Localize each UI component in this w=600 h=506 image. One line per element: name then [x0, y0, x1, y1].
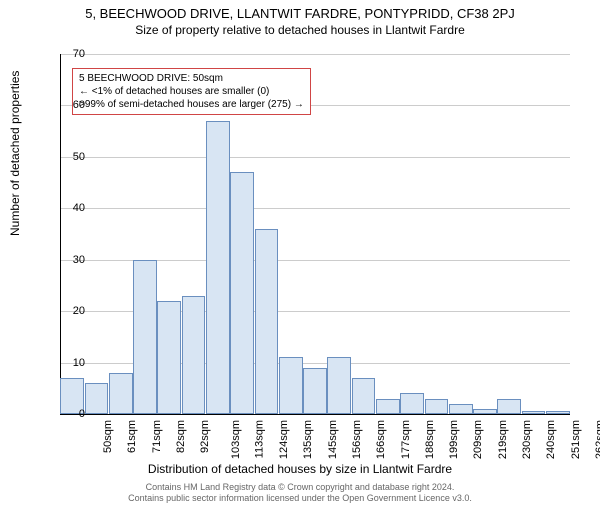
xtick-label: 61sqm — [126, 420, 138, 453]
xtick-label: 113sqm — [253, 420, 265, 458]
ytick-label: 20 — [55, 305, 85, 317]
histogram-bar — [109, 373, 133, 414]
histogram-bar — [376, 399, 400, 414]
histogram-bar — [473, 409, 497, 414]
xtick-label: 188sqm — [424, 420, 436, 459]
histogram-bar — [133, 260, 157, 414]
histogram-bar — [449, 404, 473, 414]
histogram-bar — [230, 172, 254, 414]
xtick-label: 135sqm — [303, 420, 315, 459]
y-axis-label: Number of detached properties — [8, 71, 22, 236]
xtick-label: 71sqm — [151, 420, 163, 453]
ytick-label: 60 — [55, 99, 85, 111]
histogram-bar — [546, 411, 570, 414]
xtick-label: 50sqm — [102, 420, 114, 453]
histogram-bar — [425, 399, 449, 414]
xtick-label: 262sqm — [594, 420, 600, 459]
xtick-label: 156sqm — [351, 420, 363, 459]
histogram-bar — [497, 399, 521, 414]
annotation-box: 5 BEECHWOOD DRIVE: 50sqm← <1% of detache… — [72, 68, 311, 115]
gridline — [60, 54, 570, 55]
ytick-label: 0 — [55, 408, 85, 420]
page-title: 5, BEECHWOOD DRIVE, LLANTWIT FARDRE, PON… — [0, 6, 600, 21]
histogram-bar — [279, 357, 303, 414]
xtick-label: 240sqm — [545, 420, 557, 459]
histogram-bar — [352, 378, 376, 414]
gridline — [60, 157, 570, 158]
xtick-label: 145sqm — [327, 420, 339, 459]
plot-area: 5 BEECHWOOD DRIVE: 50sqm← <1% of detache… — [60, 54, 570, 414]
histogram-bar — [85, 383, 109, 414]
annotation-line: >99% of semi-detached houses are larger … — [79, 98, 304, 111]
xtick-label: 103sqm — [230, 420, 242, 459]
ytick-label: 30 — [55, 254, 85, 266]
ytick-label: 70 — [55, 48, 85, 60]
xtick-label: 82sqm — [175, 420, 187, 453]
histogram-bar — [206, 121, 230, 414]
gridline — [60, 208, 570, 209]
histogram-bar — [255, 229, 279, 414]
x-axis — [60, 414, 570, 415]
annotation-line: 5 BEECHWOOD DRIVE: 50sqm — [79, 72, 304, 85]
ytick-label: 50 — [55, 151, 85, 163]
footer-attribution: Contains HM Land Registry data © Crown c… — [0, 482, 600, 504]
xtick-label: 92sqm — [199, 420, 211, 453]
xtick-label: 251sqm — [570, 420, 582, 459]
histogram-bar — [303, 368, 327, 414]
ytick-label: 40 — [55, 202, 85, 214]
xtick-label: 199sqm — [448, 420, 460, 459]
xtick-label: 177sqm — [400, 420, 412, 459]
xtick-label: 166sqm — [375, 420, 387, 459]
page-subtitle: Size of property relative to detached ho… — [0, 23, 600, 37]
footer-line: Contains HM Land Registry data © Crown c… — [0, 482, 600, 493]
histogram-bar — [182, 296, 206, 414]
x-axis-label: Distribution of detached houses by size … — [0, 462, 600, 476]
footer-line: Contains public sector information licen… — [0, 493, 600, 504]
histogram-bar — [400, 393, 424, 414]
xtick-label: 219sqm — [497, 420, 509, 459]
histogram-bar — [522, 411, 546, 414]
histogram-bar — [157, 301, 181, 414]
annotation-line: ← <1% of detached houses are smaller (0) — [79, 85, 304, 98]
xtick-label: 209sqm — [473, 420, 485, 459]
xtick-label: 230sqm — [521, 420, 533, 459]
ytick-label: 10 — [55, 357, 85, 369]
xtick-label: 124sqm — [278, 420, 290, 459]
histogram-bar — [327, 357, 351, 414]
